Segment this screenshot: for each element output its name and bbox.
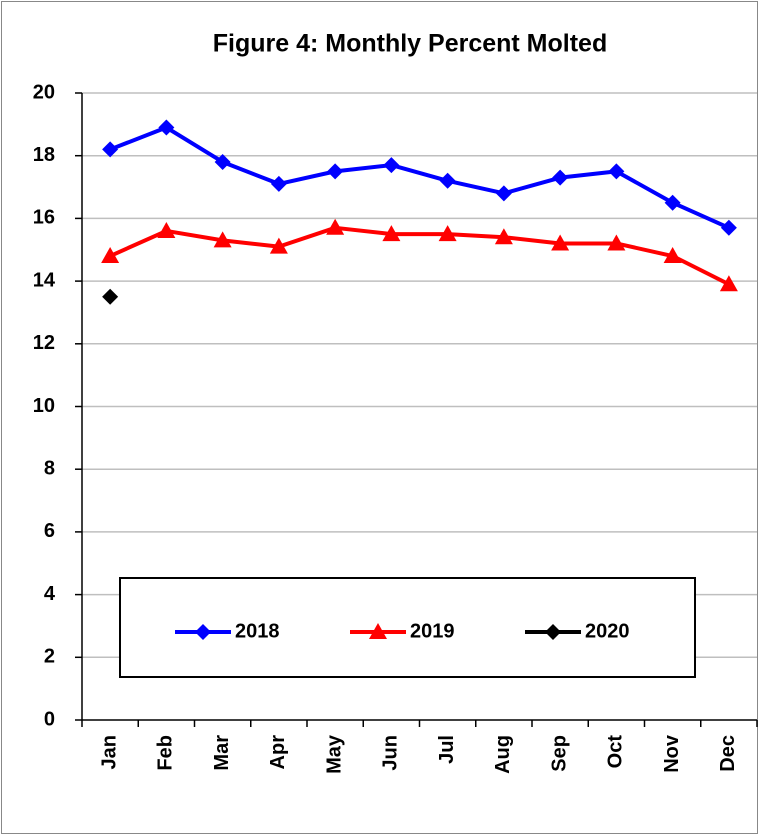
marker: [195, 624, 211, 640]
y-tick-label: 20: [33, 81, 55, 103]
marker: [664, 194, 681, 211]
chart-title: Figure 4: Monthly Percent Molted: [213, 30, 607, 58]
y-tick-label: 4: [44, 583, 56, 605]
x-tick-label: Jan: [98, 735, 120, 769]
marker: [157, 221, 176, 238]
y-tick-label: 8: [44, 457, 55, 479]
x-tick-label: Oct: [605, 735, 627, 769]
marker: [369, 623, 387, 639]
y-tick-label: 10: [33, 395, 55, 417]
marker: [720, 219, 737, 236]
y-tick-label: 2: [44, 646, 55, 668]
x-tick-label: Jun: [380, 735, 402, 771]
marker: [213, 231, 232, 248]
y-tick-label: 18: [33, 144, 55, 166]
marker: [383, 157, 400, 174]
x-tick-label: Dec: [717, 735, 739, 772]
x-tick-label: Feb: [155, 735, 177, 771]
x-tick-label: Nov: [661, 734, 683, 773]
x-tick-label: Aug: [492, 735, 514, 774]
marker: [551, 234, 570, 251]
legend-label: 2019: [410, 620, 455, 642]
marker: [439, 172, 456, 189]
marker: [327, 163, 344, 180]
legend-label: 2018: [235, 620, 280, 642]
marker: [102, 141, 119, 158]
marker: [101, 247, 120, 264]
marker: [214, 153, 231, 170]
marker: [552, 169, 569, 186]
y-tick-label: 0: [44, 708, 55, 730]
marker: [158, 119, 175, 136]
legend-box: [119, 577, 696, 678]
x-tick-label: Sep: [548, 735, 570, 772]
x-tick-label: Mar: [211, 735, 233, 771]
marker: [270, 175, 287, 192]
marker: [545, 624, 561, 640]
y-tick-label: 16: [33, 207, 55, 229]
x-tick-label: Apr: [267, 735, 289, 770]
marker: [495, 185, 512, 202]
marker: [102, 288, 119, 305]
marker: [607, 234, 626, 251]
x-tick-label: May: [323, 734, 345, 774]
marker: [269, 237, 288, 254]
y-tick-label: 6: [44, 520, 55, 542]
marker: [663, 247, 682, 264]
series-line: [109, 225, 730, 287]
marker: [608, 163, 625, 180]
marker: [494, 228, 513, 245]
marker: [719, 275, 738, 292]
marker: [326, 218, 345, 235]
y-tick-label: 14: [33, 269, 56, 291]
series-line: [109, 125, 730, 230]
marker: [438, 225, 457, 242]
x-tick-label: Jul: [436, 735, 458, 764]
y-tick-label: 12: [33, 332, 55, 354]
marker: [382, 225, 401, 242]
legend-label: 2020: [585, 620, 630, 642]
